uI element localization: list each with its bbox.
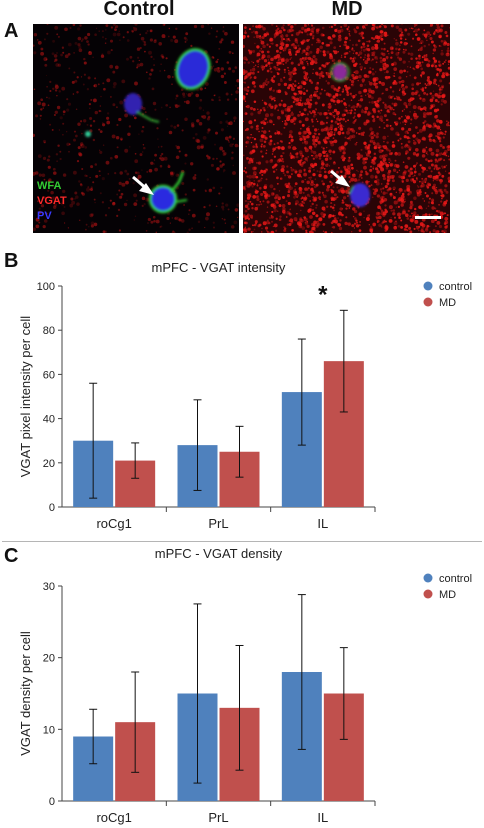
y-tick-label: 80 — [43, 325, 55, 337]
panel-label-b: B — [4, 250, 19, 272]
x-category-label: PrL — [208, 810, 228, 825]
x-category-label: IL — [317, 516, 328, 531]
legend-marker-control — [423, 573, 433, 583]
significance-asterisk: * — [318, 281, 328, 308]
md-pv-cell-bottom — [350, 183, 370, 207]
legend-label-md: MD — [439, 297, 456, 309]
md-pv-cell-top — [333, 64, 347, 80]
x-category-label: PrL — [208, 516, 228, 531]
md-micrograph — [243, 24, 450, 233]
stain-label-pv: PV — [37, 210, 52, 222]
x-category-label: IL — [317, 810, 328, 825]
md-arrow-icon — [330, 169, 350, 187]
scale-bar — [415, 216, 441, 219]
vgat-density-chart: mPFC - VGAT density VGAT density per cell… — [18, 546, 472, 825]
stain-label-vgat: VGAT — [37, 195, 67, 207]
y-axis-label: VGAT density per cell — [18, 631, 33, 756]
control-pv-cell-top — [175, 48, 211, 90]
y-tick-label: 20 — [43, 653, 55, 665]
legend-label-md: MD — [439, 589, 456, 601]
panel-label-c: C — [4, 545, 19, 567]
y-tick-label: 30 — [43, 581, 55, 593]
chart-title: mPFC - VGAT density — [155, 546, 283, 561]
section-divider — [2, 541, 482, 542]
legend-marker-md — [423, 297, 433, 307]
legend-marker-control — [423, 281, 433, 291]
y-tick-label: 10 — [43, 724, 55, 736]
panel-label-a: A — [4, 20, 19, 42]
control-pv-cell-bottom — [148, 184, 178, 214]
y-axis-label: VGAT pixel intensity per cell — [18, 316, 33, 477]
x-category-label: roCg1 — [96, 516, 131, 531]
y-tick-label: 60 — [43, 369, 55, 381]
md-vgat-puncta — [243, 24, 450, 233]
y-tick-label: 100 — [37, 281, 55, 293]
control-micrograph — [33, 24, 239, 233]
control-arrow-icon — [132, 175, 154, 195]
y-tick-label: 0 — [49, 502, 55, 514]
y-tick-label: 0 — [49, 796, 55, 808]
control-column-title: Control — [103, 0, 175, 20]
chart-title: mPFC - VGAT intensity — [152, 260, 286, 275]
control-pv-cell-middle — [124, 93, 142, 115]
y-tick-label: 20 — [43, 458, 55, 470]
md-column-title: MD — [331, 0, 363, 20]
legend-label-control: control — [439, 573, 472, 585]
vgat-intensity-chart: mPFC - VGAT intensity VGAT pixel intensit… — [18, 260, 472, 531]
stain-label-wfa: WFA — [37, 180, 62, 192]
y-tick-label: 40 — [43, 414, 55, 426]
legend-label-control: control — [439, 281, 472, 293]
x-category-label: roCg1 — [96, 810, 131, 825]
legend-marker-md — [423, 589, 433, 599]
